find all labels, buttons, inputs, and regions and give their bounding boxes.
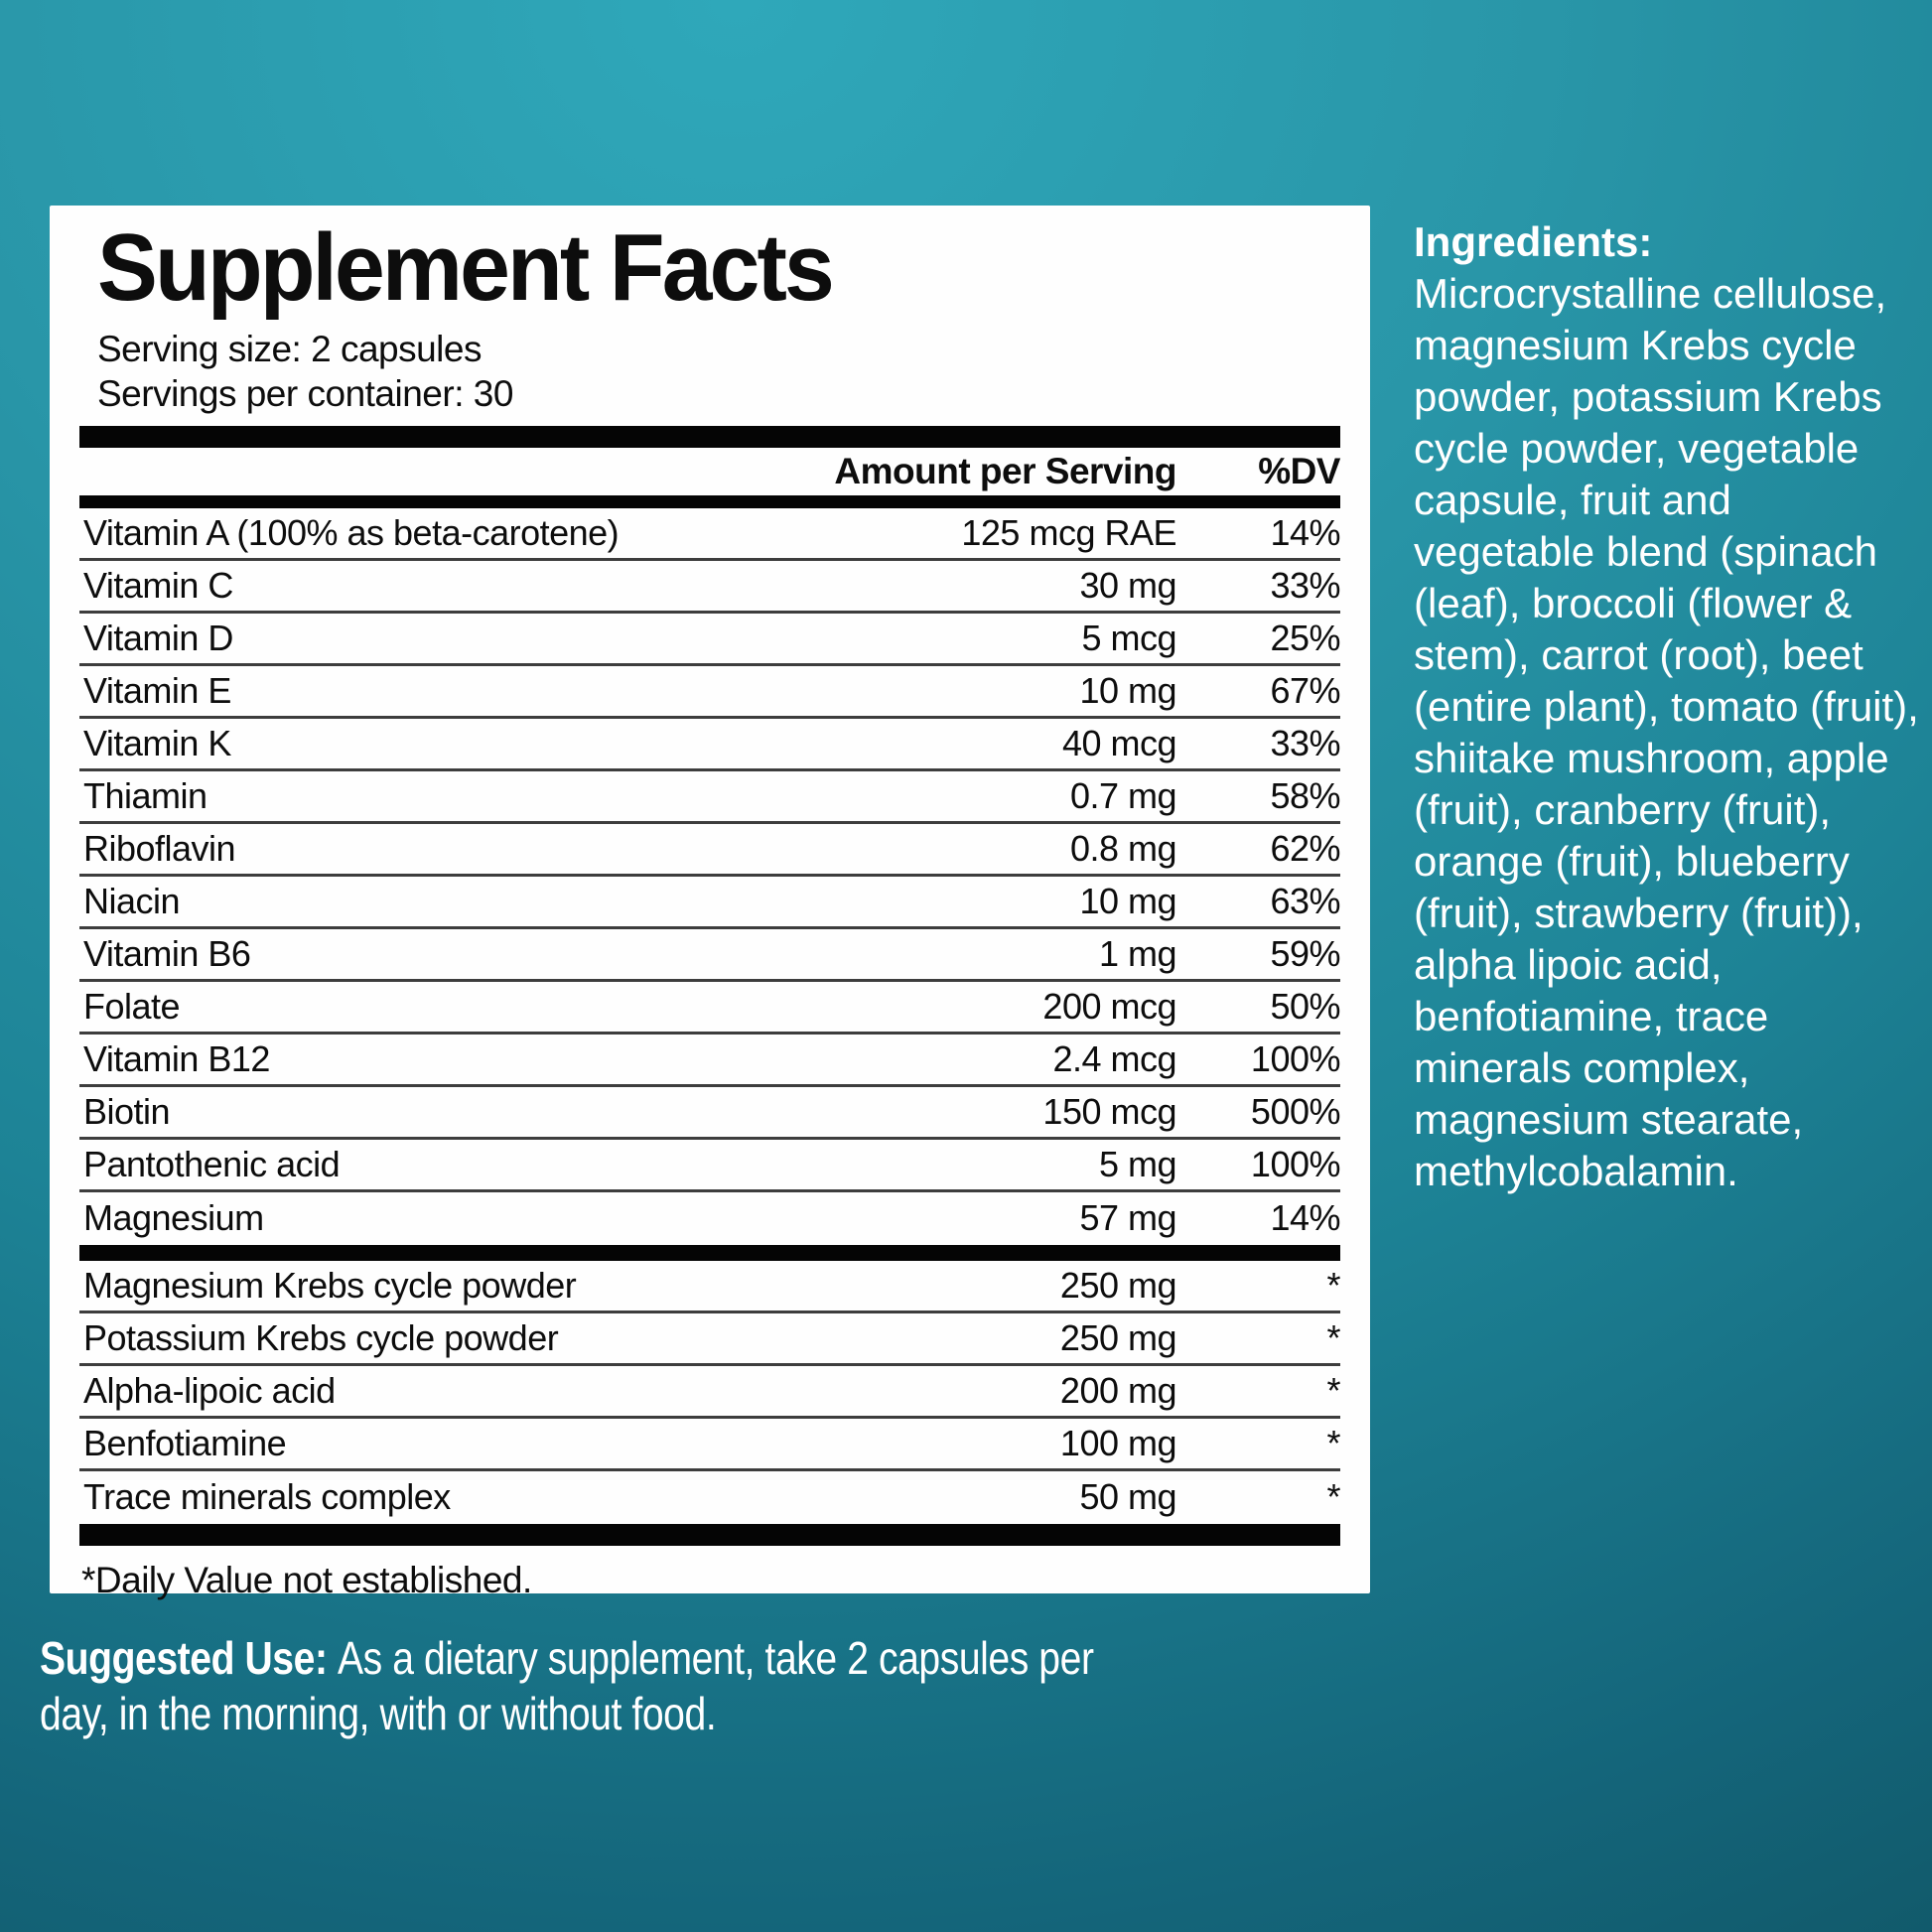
- nutrient-daily-value: 33%: [1270, 564, 1340, 606]
- nutrient-amount: 1 mg: [1098, 932, 1177, 974]
- nutrient-daily-value: *: [1326, 1316, 1340, 1358]
- nutrient-daily-value: 14%: [1270, 511, 1340, 553]
- nutrient-daily-value: 50%: [1270, 985, 1340, 1027]
- divider-bar-section: [79, 1244, 1340, 1261]
- supplement-facts-panel: Supplement Facts Serving size: 2 capsule…: [50, 206, 1370, 1600]
- nutrient-amount: 0.8 mg: [1069, 827, 1177, 869]
- nutrient-daily-value: *: [1326, 1422, 1340, 1463]
- nutrient-daily-value: 14%: [1270, 1197, 1340, 1239]
- nutrient-daily-value: 100%: [1250, 1143, 1341, 1184]
- nutrient-row: Vitamin B6 1 mg 59%: [79, 929, 1341, 982]
- table-header-row: Amount per Serving %DV: [79, 448, 1340, 495]
- divider-bar-top: [79, 425, 1340, 448]
- nutrient-amount: 5 mcg: [1081, 617, 1176, 658]
- ingredients-block: Ingredients: Microcrystalline cellulose,…: [1414, 216, 1922, 1197]
- serving-size-text: Serving size: 2 capsules: [97, 328, 482, 369]
- nutrient-amount: 5 mg: [1098, 1143, 1177, 1184]
- nutrient-name: Magnesium Krebs cycle powder: [83, 1264, 577, 1306]
- nutrient-row: Thiamin 0.7 mg 58%: [79, 771, 1341, 824]
- nutrient-name: Biotin: [83, 1090, 171, 1132]
- nutrient-amount: 100 mg: [1059, 1422, 1177, 1463]
- nutrient-name: Riboflavin: [83, 827, 236, 869]
- nutrient-row: Vitamin A (100% as beta-carotene) 125 mc…: [79, 508, 1341, 561]
- supplement-facts-title: Supplement Facts: [97, 214, 835, 321]
- nutrient-daily-value: 500%: [1250, 1090, 1341, 1132]
- nutrient-row: Biotin 150 mcg 500%: [79, 1087, 1341, 1140]
- nutrient-row: Potassium Krebs cycle powder 250 mg *: [79, 1313, 1341, 1366]
- nutrient-row: Vitamin E 10 mg 67%: [79, 666, 1341, 719]
- ingredients-text: Microcrystalline cellulose, magnesium Kr…: [1414, 270, 1919, 1194]
- nutrient-amount: 150 mcg: [1042, 1090, 1176, 1132]
- nutrient-amount: 0.7 mg: [1069, 774, 1177, 816]
- nutrient-row: Benfotiamine 100 mg *: [79, 1419, 1341, 1471]
- nutrient-daily-value: 63%: [1270, 880, 1340, 921]
- table-header-amount: Amount per Serving: [834, 450, 1176, 491]
- nutrient-amount: 50 mg: [1079, 1476, 1176, 1518]
- nutrient-amount: 250 mg: [1059, 1264, 1177, 1306]
- nutrient-name: Vitamin B12: [83, 1037, 270, 1079]
- nutrient-daily-value: 62%: [1270, 827, 1340, 869]
- table-header-dv: %DV: [1258, 450, 1340, 491]
- nutrient-name: Thiamin: [83, 774, 207, 816]
- nutrient-amount: 200 mcg: [1042, 985, 1176, 1027]
- nutrient-row: Pantothenic acid 5 mg 100%: [79, 1140, 1341, 1192]
- nutrient-daily-value: 25%: [1270, 617, 1340, 658]
- nutrient-amount: 30 mg: [1079, 564, 1176, 606]
- nutrient-row: Alpha-lipoic acid 200 mg *: [79, 1366, 1341, 1419]
- nutrient-row: Vitamin C 30 mg 33%: [79, 561, 1341, 614]
- nutrient-row: Magnesium 57 mg 14%: [79, 1192, 1341, 1245]
- nutrient-amount: 57 mg: [1079, 1197, 1176, 1239]
- nutrient-daily-value: 33%: [1270, 722, 1340, 763]
- nutrient-row: Folate 200 mcg 50%: [79, 982, 1341, 1035]
- suggested-use-text: As a dietary supplement, take 2 capsules…: [40, 1632, 1094, 1739]
- main-rows: Vitamin A (100% as beta-carotene) 125 mc…: [79, 508, 1341, 1245]
- nutrient-amount: 250 mg: [1059, 1316, 1177, 1358]
- nutrient-amount: 2.4 mcg: [1052, 1037, 1176, 1079]
- nutrient-daily-value: *: [1326, 1264, 1340, 1306]
- nutrient-name: Potassium Krebs cycle powder: [83, 1316, 559, 1358]
- nutrient-name: Vitamin C: [83, 564, 233, 606]
- nutrient-amount: 40 mcg: [1061, 722, 1177, 763]
- nutrient-daily-value: 58%: [1270, 774, 1340, 816]
- nutrient-row: Trace minerals complex 50 mg *: [79, 1471, 1341, 1524]
- nutrient-amount: 125 mcg RAE: [961, 511, 1176, 553]
- nutrient-name: Folate: [83, 985, 181, 1027]
- nutrient-row: Riboflavin 0.8 mg 62%: [79, 824, 1341, 877]
- suggested-use-block: Suggested Use: As a dietary supplement, …: [40, 1630, 1095, 1741]
- nutrient-name: Benfotiamine: [83, 1422, 287, 1463]
- nutrient-name: Magnesium: [83, 1197, 264, 1239]
- nutrient-name: Vitamin E: [83, 669, 231, 711]
- nutrient-row: Niacin 10 mg 63%: [79, 877, 1341, 929]
- nutrient-name: Vitamin B6: [83, 932, 251, 974]
- nutrient-row: Vitamin K 40 mcg 33%: [79, 719, 1341, 771]
- divider-bar-under-header: [79, 494, 1340, 508]
- nutrient-amount: 10 mg: [1079, 669, 1176, 711]
- nutrient-daily-value: 59%: [1270, 932, 1340, 974]
- nutrient-daily-value: 67%: [1270, 669, 1340, 711]
- nutrient-name: Alpha-lipoic acid: [83, 1369, 336, 1411]
- nutrient-row: Vitamin B12 2.4 mcg 100%: [79, 1035, 1341, 1087]
- daily-value-footnote: *Daily Value not established.: [81, 1559, 532, 1600]
- nutrient-name: Trace minerals complex: [83, 1476, 451, 1518]
- nutrient-name: Pantothenic acid: [83, 1143, 341, 1184]
- extra-rows: Magnesium Krebs cycle powder 250 mg * Po…: [79, 1261, 1341, 1524]
- divider-bar-bottom: [79, 1523, 1340, 1546]
- nutrient-amount: 200 mg: [1059, 1369, 1177, 1411]
- nutrient-daily-value: *: [1326, 1369, 1340, 1411]
- nutrient-row: Magnesium Krebs cycle powder 250 mg *: [79, 1261, 1341, 1313]
- suggested-use-label: Suggested Use:: [40, 1632, 338, 1684]
- nutrient-daily-value: 100%: [1250, 1037, 1341, 1079]
- nutrient-row: Vitamin D 5 mcg 25%: [79, 614, 1341, 666]
- nutrient-name: Vitamin D: [83, 617, 233, 658]
- servings-per-container-text: Servings per container: 30: [97, 372, 513, 414]
- nutrient-name: Vitamin A (100% as beta-carotene): [83, 511, 620, 553]
- nutrient-name: Vitamin K: [83, 722, 231, 763]
- nutrient-daily-value: *: [1326, 1476, 1340, 1518]
- nutrient-amount: 10 mg: [1079, 880, 1176, 921]
- ingredients-title: Ingredients:: [1414, 218, 1653, 265]
- nutrient-name: Niacin: [83, 880, 181, 921]
